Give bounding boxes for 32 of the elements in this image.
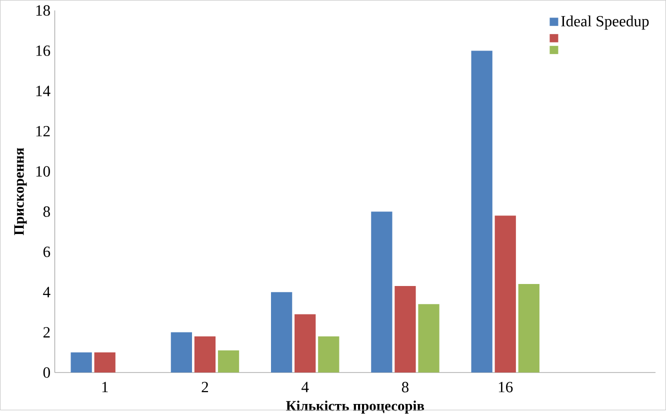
legend-label: Ideal Speedup — [561, 16, 649, 30]
y-tick-label: 0 — [43, 367, 50, 378]
y-tick-label: 4 — [43, 287, 50, 298]
y-tick-label: 16 — [36, 46, 50, 56]
y-axis-title: Прискорення — [14, 148, 27, 236]
y-tick-label: 2 — [43, 327, 50, 338]
x-tick-label: 8 — [402, 382, 409, 393]
bar — [294, 314, 316, 373]
bar — [194, 336, 216, 373]
bar — [318, 336, 340, 373]
x-tick-label: 2 — [202, 382, 208, 392]
y-tick-label: 18 — [36, 5, 50, 16]
bar — [218, 350, 240, 373]
bar — [518, 284, 540, 373]
bar — [494, 216, 516, 373]
bar — [70, 352, 92, 373]
bar — [94, 352, 116, 373]
x-axis-title: Кількість процесорів — [286, 400, 424, 414]
y-tick-label: 6 — [43, 246, 50, 258]
bar — [418, 304, 440, 373]
bar — [271, 292, 292, 373]
bar — [170, 332, 192, 373]
y-tick-label: 12 — [36, 126, 50, 136]
bar — [394, 286, 416, 373]
y-tick-label: 8 — [43, 206, 50, 218]
y-tick-label: 10 — [36, 166, 50, 177]
bar — [471, 50, 492, 373]
y-tick-label: 14 — [36, 86, 50, 96]
x-tick-label: 1 — [102, 382, 108, 392]
x-tick-label: 4 — [302, 382, 309, 392]
x-tick-label: 16 — [498, 382, 513, 393]
bar — [371, 212, 392, 373]
